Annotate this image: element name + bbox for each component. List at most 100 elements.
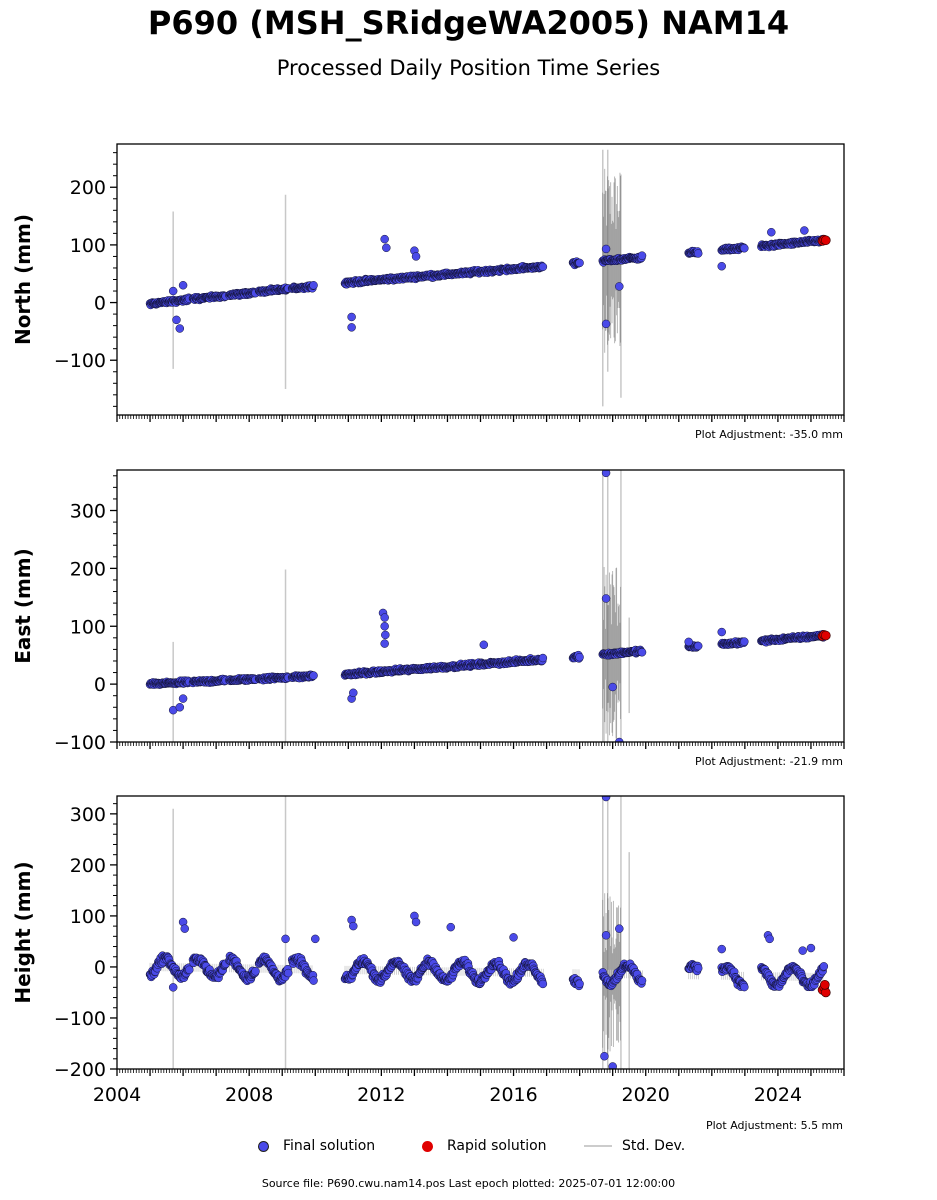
final-solution-point (411, 917, 421, 927)
final-solution-point (601, 594, 611, 603)
final-solution-point (637, 648, 647, 657)
y-tick-label: 100 (70, 906, 106, 928)
final-solution-point (309, 976, 318, 985)
legend-final: Final solution (258, 1138, 375, 1154)
legend-std: Std. Dev. (584, 1138, 685, 1154)
final-solution-point (381, 630, 390, 640)
final-solution-point (178, 694, 188, 703)
plot-area (145, 149, 831, 407)
y-tick-label: −100 (54, 1008, 106, 1030)
final-solution-point (309, 281, 318, 290)
final-solution-point (765, 934, 774, 944)
final-solution-point (601, 319, 611, 329)
final-solution-point (178, 281, 188, 290)
final-solution-point (608, 682, 617, 692)
final-solution-point (615, 282, 624, 291)
final-solution-point (175, 324, 185, 333)
final-solution-point (740, 982, 749, 992)
final-solution-point (693, 641, 703, 651)
final-solution-point (168, 286, 178, 296)
final-solution-point (717, 627, 726, 637)
y-tick-label: 200 (70, 558, 106, 580)
chart-title: P690 (MSH_SRidgeWA2005) NAM14 (147, 4, 790, 42)
y-tick-label: 300 (70, 501, 106, 523)
final-solution-point (684, 637, 693, 647)
final-solution-point (380, 622, 389, 631)
final-solution-point (411, 252, 421, 261)
final-solution-point (601, 931, 611, 940)
final-solution-point (311, 934, 320, 944)
final-solution-point (509, 933, 518, 942)
final-solution-point (767, 227, 776, 237)
final-solution-marker-icon (258, 1140, 269, 1152)
final-solution-point (615, 924, 624, 933)
final-solution-point (380, 639, 389, 648)
rapid-solution-point (821, 235, 831, 246)
axes-frame (116, 469, 845, 743)
final-solution-point (615, 737, 624, 742)
chart-subtitle: Processed Daily Position Time Series (276, 56, 661, 80)
x-tick-label: 2024 (754, 1084, 802, 1106)
y-tick-label: −100 (54, 350, 106, 372)
y-tick-label: 200 (70, 177, 106, 199)
std-dev-line-icon (584, 1145, 612, 1147)
final-solution-point (800, 226, 809, 235)
final-solution-point (347, 323, 356, 332)
final-solution-point (380, 234, 389, 244)
x-tick-label: 2012 (357, 1084, 405, 1106)
final-solution-point (608, 1062, 617, 1069)
final-solution-point (575, 979, 584, 989)
final-solution-point (251, 967, 260, 976)
final-solution-point (693, 963, 703, 973)
rapid-solution-point (821, 630, 831, 641)
final-solution-point (600, 1051, 609, 1061)
final-solution-point (349, 688, 358, 698)
y-tick-label: 0 (94, 957, 106, 979)
axes-frame (116, 143, 845, 416)
final-solution-point (175, 703, 185, 712)
final-solution-point (637, 251, 647, 260)
x-tick-label: 2004 (93, 1084, 141, 1106)
east-plot-adjustment: Plot Adjustment: -21.9 mm (695, 755, 843, 768)
final-solution-point (349, 921, 358, 931)
final-solution-point (806, 943, 816, 953)
final-solution-point (575, 258, 584, 268)
final-solution-point (601, 470, 611, 478)
final-solution-point (538, 653, 548, 663)
y-tick-label: 200 (70, 855, 106, 877)
final-solution-point (538, 262, 548, 272)
y-tick-label: 100 (70, 235, 106, 257)
panel-height: −200 −100 0 100 200 300 2004 2008 2012 2016 2020 20… (11, 795, 845, 1106)
x-tick-label: 2008 (225, 1084, 273, 1106)
final-solution-point (382, 243, 391, 253)
final-solution-point (740, 244, 749, 253)
y-axis-label: East (mm) (11, 548, 35, 664)
rapid-solution-point (820, 980, 830, 990)
source-footer: Source file: P690.cwu.nam14.pos Last epo… (261, 1177, 676, 1190)
final-solution-point (185, 965, 194, 975)
final-solution-point (180, 924, 189, 933)
height-plot-adjustment: Plot Adjustment: 5.5 mm (705, 1119, 843, 1132)
x-tick-label: 2020 (622, 1084, 670, 1106)
final-solution-point (168, 983, 178, 992)
north-plot-adjustment: Plot Adjustment: -35.0 mm (695, 428, 843, 441)
y-axis-label: North (mm) (11, 214, 35, 345)
x-tick-label: 2016 (489, 1084, 537, 1106)
legend-std-label: Std. Dev. (622, 1138, 686, 1154)
y-tick-label: 0 (94, 293, 106, 315)
legend-rapid: Rapid solution (422, 1138, 547, 1154)
plot-area (145, 796, 831, 1069)
final-solution-point (283, 968, 293, 978)
final-solution-point (281, 934, 290, 944)
final-solution-point (819, 962, 829, 971)
y-tick-label: 100 (70, 616, 106, 638)
y-tick-label: 300 (70, 804, 106, 826)
rapid-solution-marker-icon (422, 1140, 433, 1152)
panel-north: −100 0 100 200 North (mm) (11, 143, 845, 422)
plot-area (145, 470, 831, 742)
final-solution-point (717, 944, 726, 954)
legend-rapid-label: Rapid solution (447, 1138, 547, 1154)
panel-east: −100 0 100 200 300 East (mm) (11, 469, 845, 754)
final-solution-point (601, 796, 611, 802)
